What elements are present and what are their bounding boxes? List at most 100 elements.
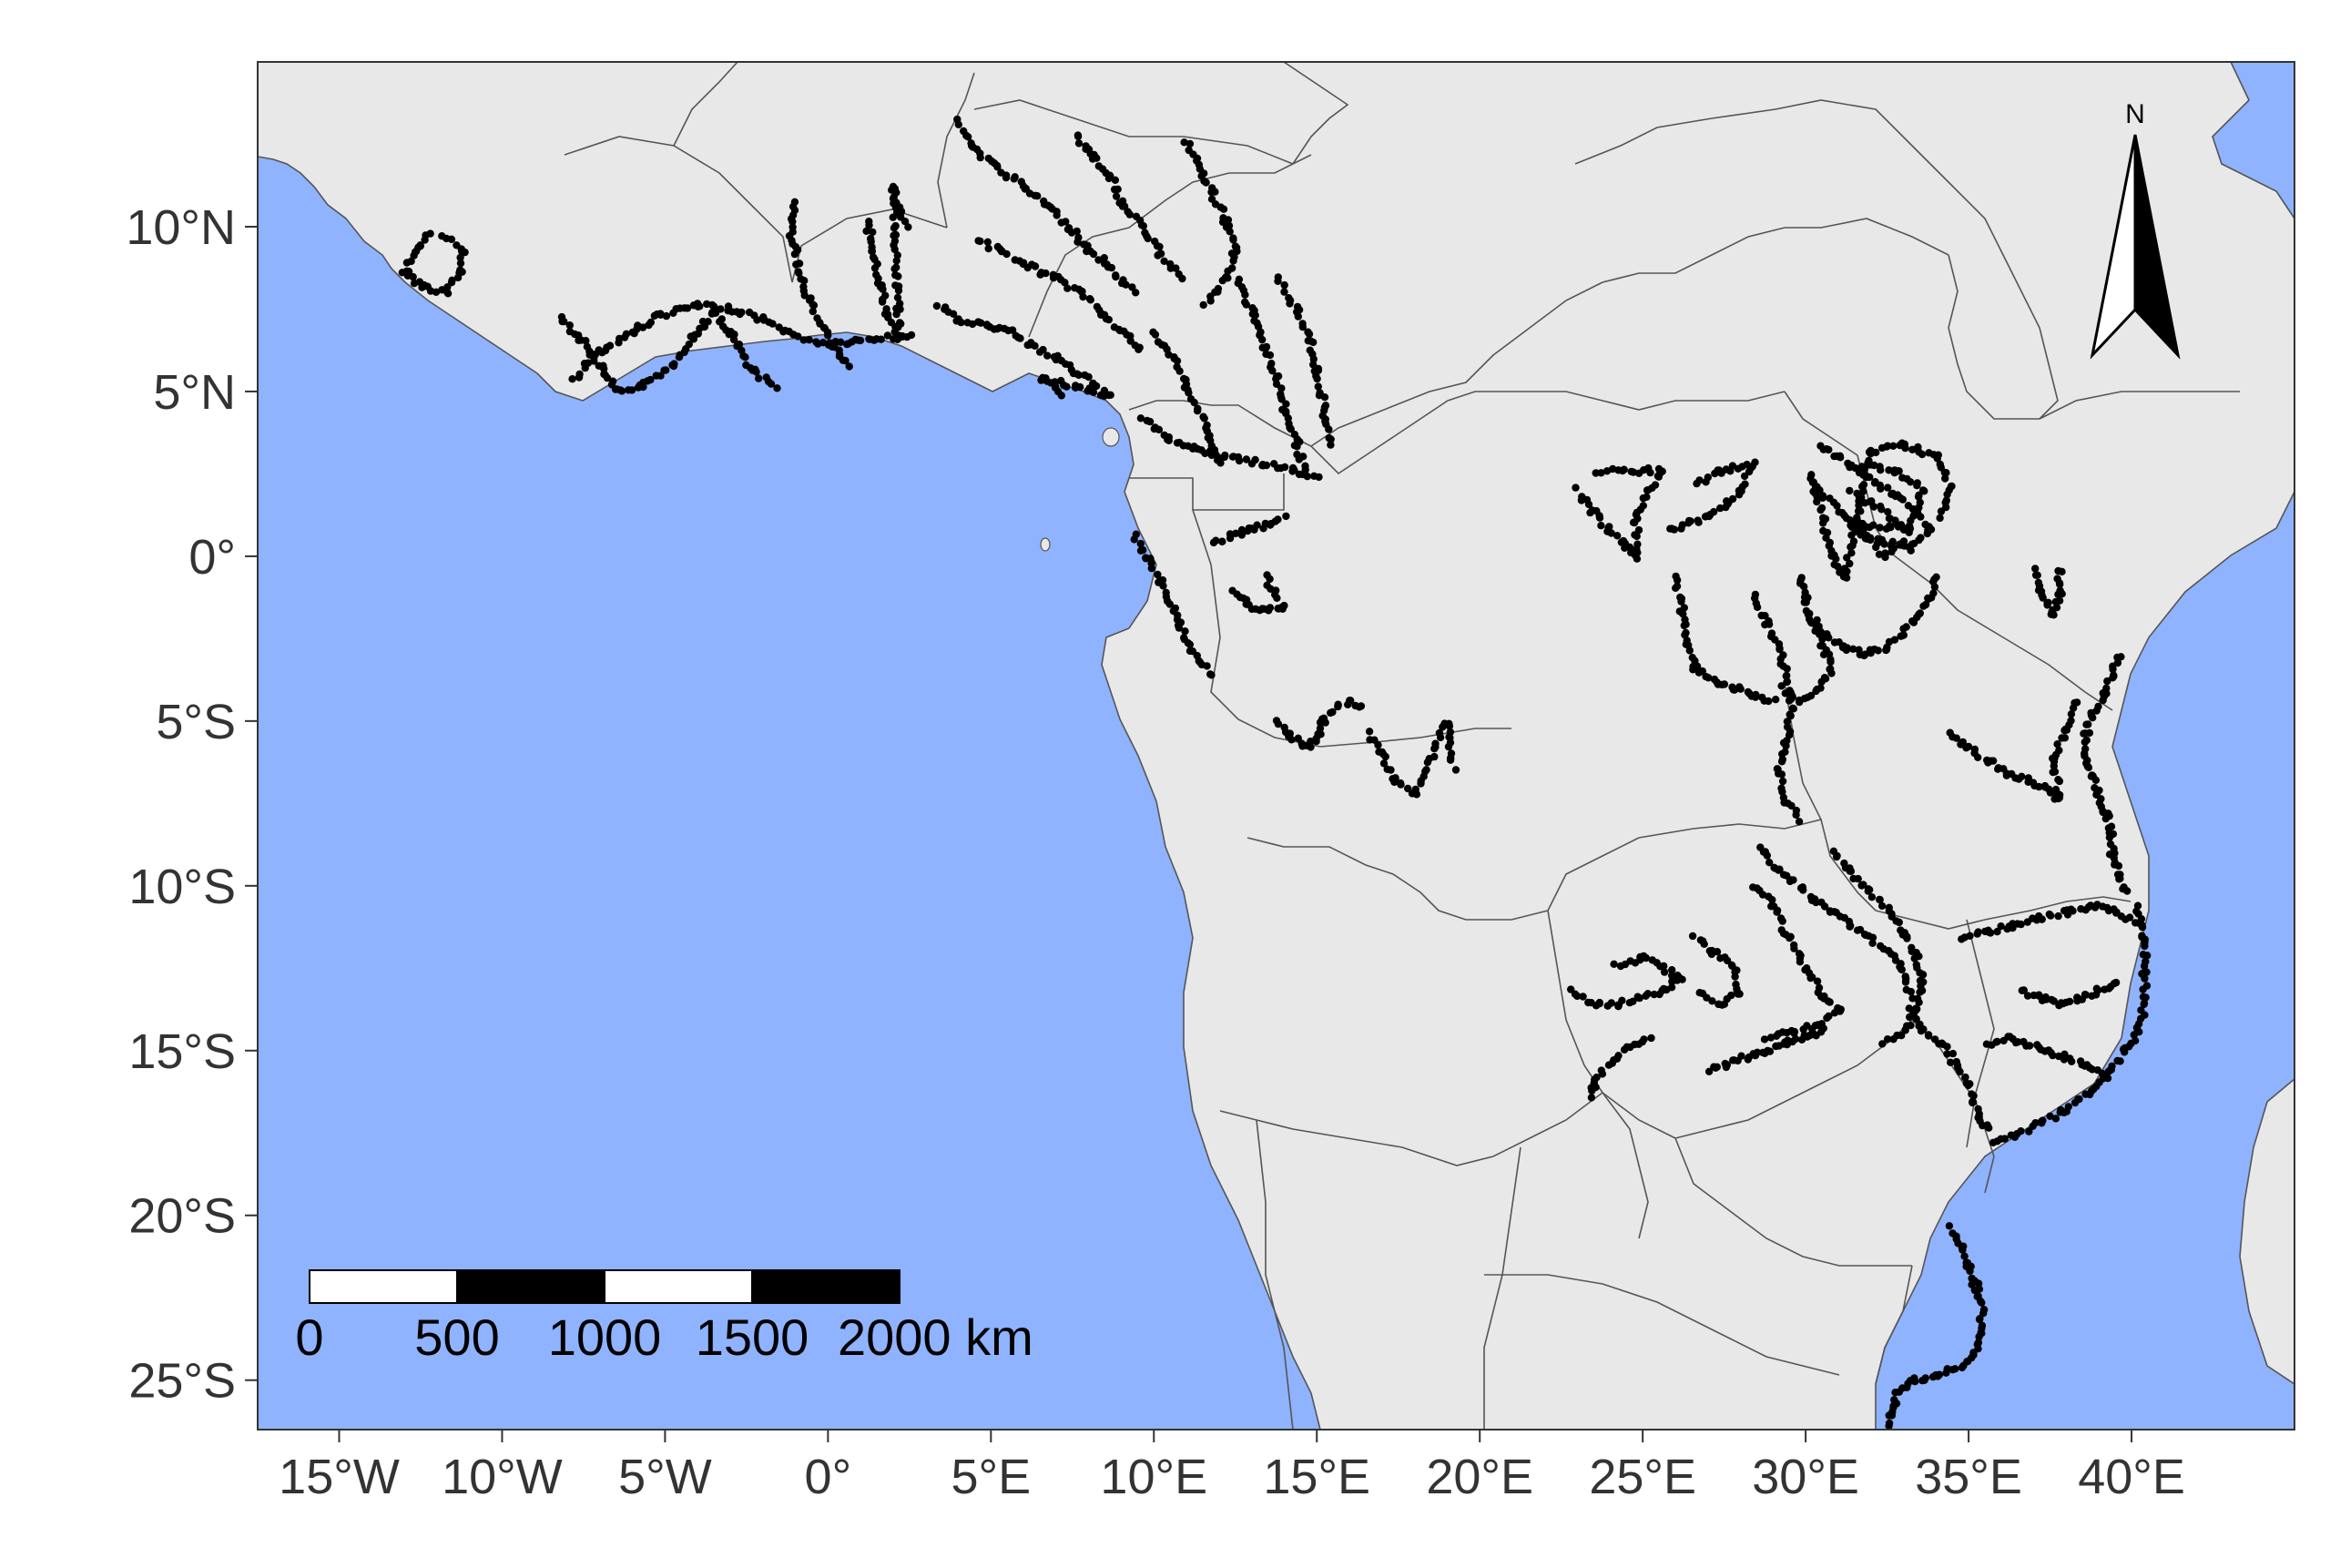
survey-point: [1778, 917, 1786, 925]
survey-point: [1280, 288, 1288, 296]
survey-point: [1876, 524, 1884, 532]
survey-point: [456, 259, 465, 268]
survey-point: [1104, 174, 1114, 183]
survey-point: [1840, 565, 1849, 573]
survey-point: [1767, 902, 1775, 911]
survey-point: [1753, 603, 1762, 611]
survey-point: [800, 291, 809, 300]
survey-point: [1122, 280, 1130, 289]
survey-point: [1287, 425, 1296, 433]
survey-point: [1648, 956, 1657, 964]
survey-point: [2081, 991, 2090, 999]
survey-point: [2067, 717, 2075, 725]
survey-point: [1825, 634, 1833, 642]
survey-point: [1968, 1275, 1977, 1283]
survey-point: [1274, 372, 1283, 381]
survey-point: [1760, 1035, 1769, 1044]
survey-point: [1411, 785, 1420, 794]
survey-point: [1089, 249, 1098, 259]
survey-point: [1010, 175, 1018, 183]
survey-point: [964, 133, 972, 141]
survey-point: [1901, 978, 1910, 986]
survey-point: [670, 360, 678, 368]
survey-point: [1613, 532, 1622, 540]
survey-point: [893, 251, 901, 260]
survey-point: [1819, 650, 1828, 659]
survey-point: [1294, 312, 1303, 321]
survey-point: [2039, 594, 2047, 602]
survey-point: [1021, 185, 1030, 193]
survey-point: [646, 375, 655, 384]
survey-point: [2101, 814, 2110, 823]
survey-point: [2081, 749, 2089, 758]
survey-point: [402, 259, 412, 267]
north-arrow-label: N: [2125, 99, 2145, 129]
route-cluster-cameroon-c: [1136, 414, 1323, 482]
survey-point: [1826, 494, 1834, 503]
survey-point: [1298, 322, 1307, 331]
survey-point: [1966, 1267, 1974, 1276]
survey-point: [1211, 450, 1220, 459]
survey-point: [2054, 911, 2062, 921]
survey-point: [1737, 1052, 1745, 1060]
survey-point: [1636, 952, 1644, 962]
survey-point: [1874, 647, 1882, 655]
survey-point: [1704, 674, 1713, 682]
survey-point: [2031, 571, 2040, 579]
survey-point: [1985, 1124, 1993, 1132]
survey-point: [1235, 456, 1244, 465]
survey-point: [2047, 911, 2055, 920]
survey-point: [1795, 696, 1804, 705]
survey-point: [1404, 784, 1412, 793]
survey-point: [1667, 983, 1676, 992]
survey-point: [1777, 682, 1786, 690]
survey-point: [2054, 566, 2062, 575]
survey-point: [1631, 1040, 1639, 1049]
y-tick-label: 5°N: [153, 365, 236, 420]
survey-point: [1147, 564, 1156, 573]
survey-point: [1073, 227, 1081, 236]
survey-point: [1263, 571, 1271, 579]
survey-point: [2056, 586, 2064, 595]
route-cluster-nigeria-kano: [1073, 131, 1186, 283]
survey-point: [1654, 464, 1664, 473]
survey-point: [1136, 414, 1145, 423]
survey-point: [1315, 473, 1323, 482]
survey-point: [638, 323, 647, 331]
survey-point: [1837, 453, 1845, 462]
survey-point: [1826, 657, 1835, 667]
survey-point: [1799, 1025, 1807, 1033]
survey-point: [738, 308, 746, 317]
survey-point: [1799, 886, 1807, 894]
survey-point: [1890, 466, 1899, 474]
survey-point: [1072, 382, 1080, 390]
survey-point: [2138, 923, 2147, 932]
survey-point: [560, 317, 568, 326]
survey-point: [1074, 139, 1084, 148]
survey-point: [1633, 514, 1642, 523]
survey-point: [2139, 985, 2147, 993]
survey-point: [1266, 351, 1275, 360]
survey-point: [565, 321, 574, 330]
survey-point: [1639, 502, 1648, 510]
survey-points-layer: [398, 115, 2152, 1430]
survey-point: [1786, 934, 1794, 942]
survey-point: [1943, 490, 1951, 499]
survey-point: [1775, 645, 1784, 654]
survey-point: [2130, 1031, 2138, 1039]
survey-point: [2091, 776, 2101, 784]
survey-point: [1834, 562, 1842, 571]
survey-point: [1885, 907, 1893, 915]
survey-point: [1817, 677, 1826, 686]
survey-point: [1974, 928, 1982, 936]
survey-point: [792, 260, 800, 269]
scale-bar-label-2000: 2000 km: [838, 1308, 1033, 1366]
survey-point: [1200, 414, 1208, 423]
scale-bar-label-500: 500: [414, 1308, 499, 1366]
survey-point: [1901, 443, 1909, 453]
survey-point: [878, 298, 887, 306]
survey-point: [1603, 467, 1612, 475]
survey-point: [2086, 901, 2095, 910]
survey-point: [2025, 1127, 2033, 1135]
scale-bar-label-1500: 1500: [696, 1308, 809, 1366]
